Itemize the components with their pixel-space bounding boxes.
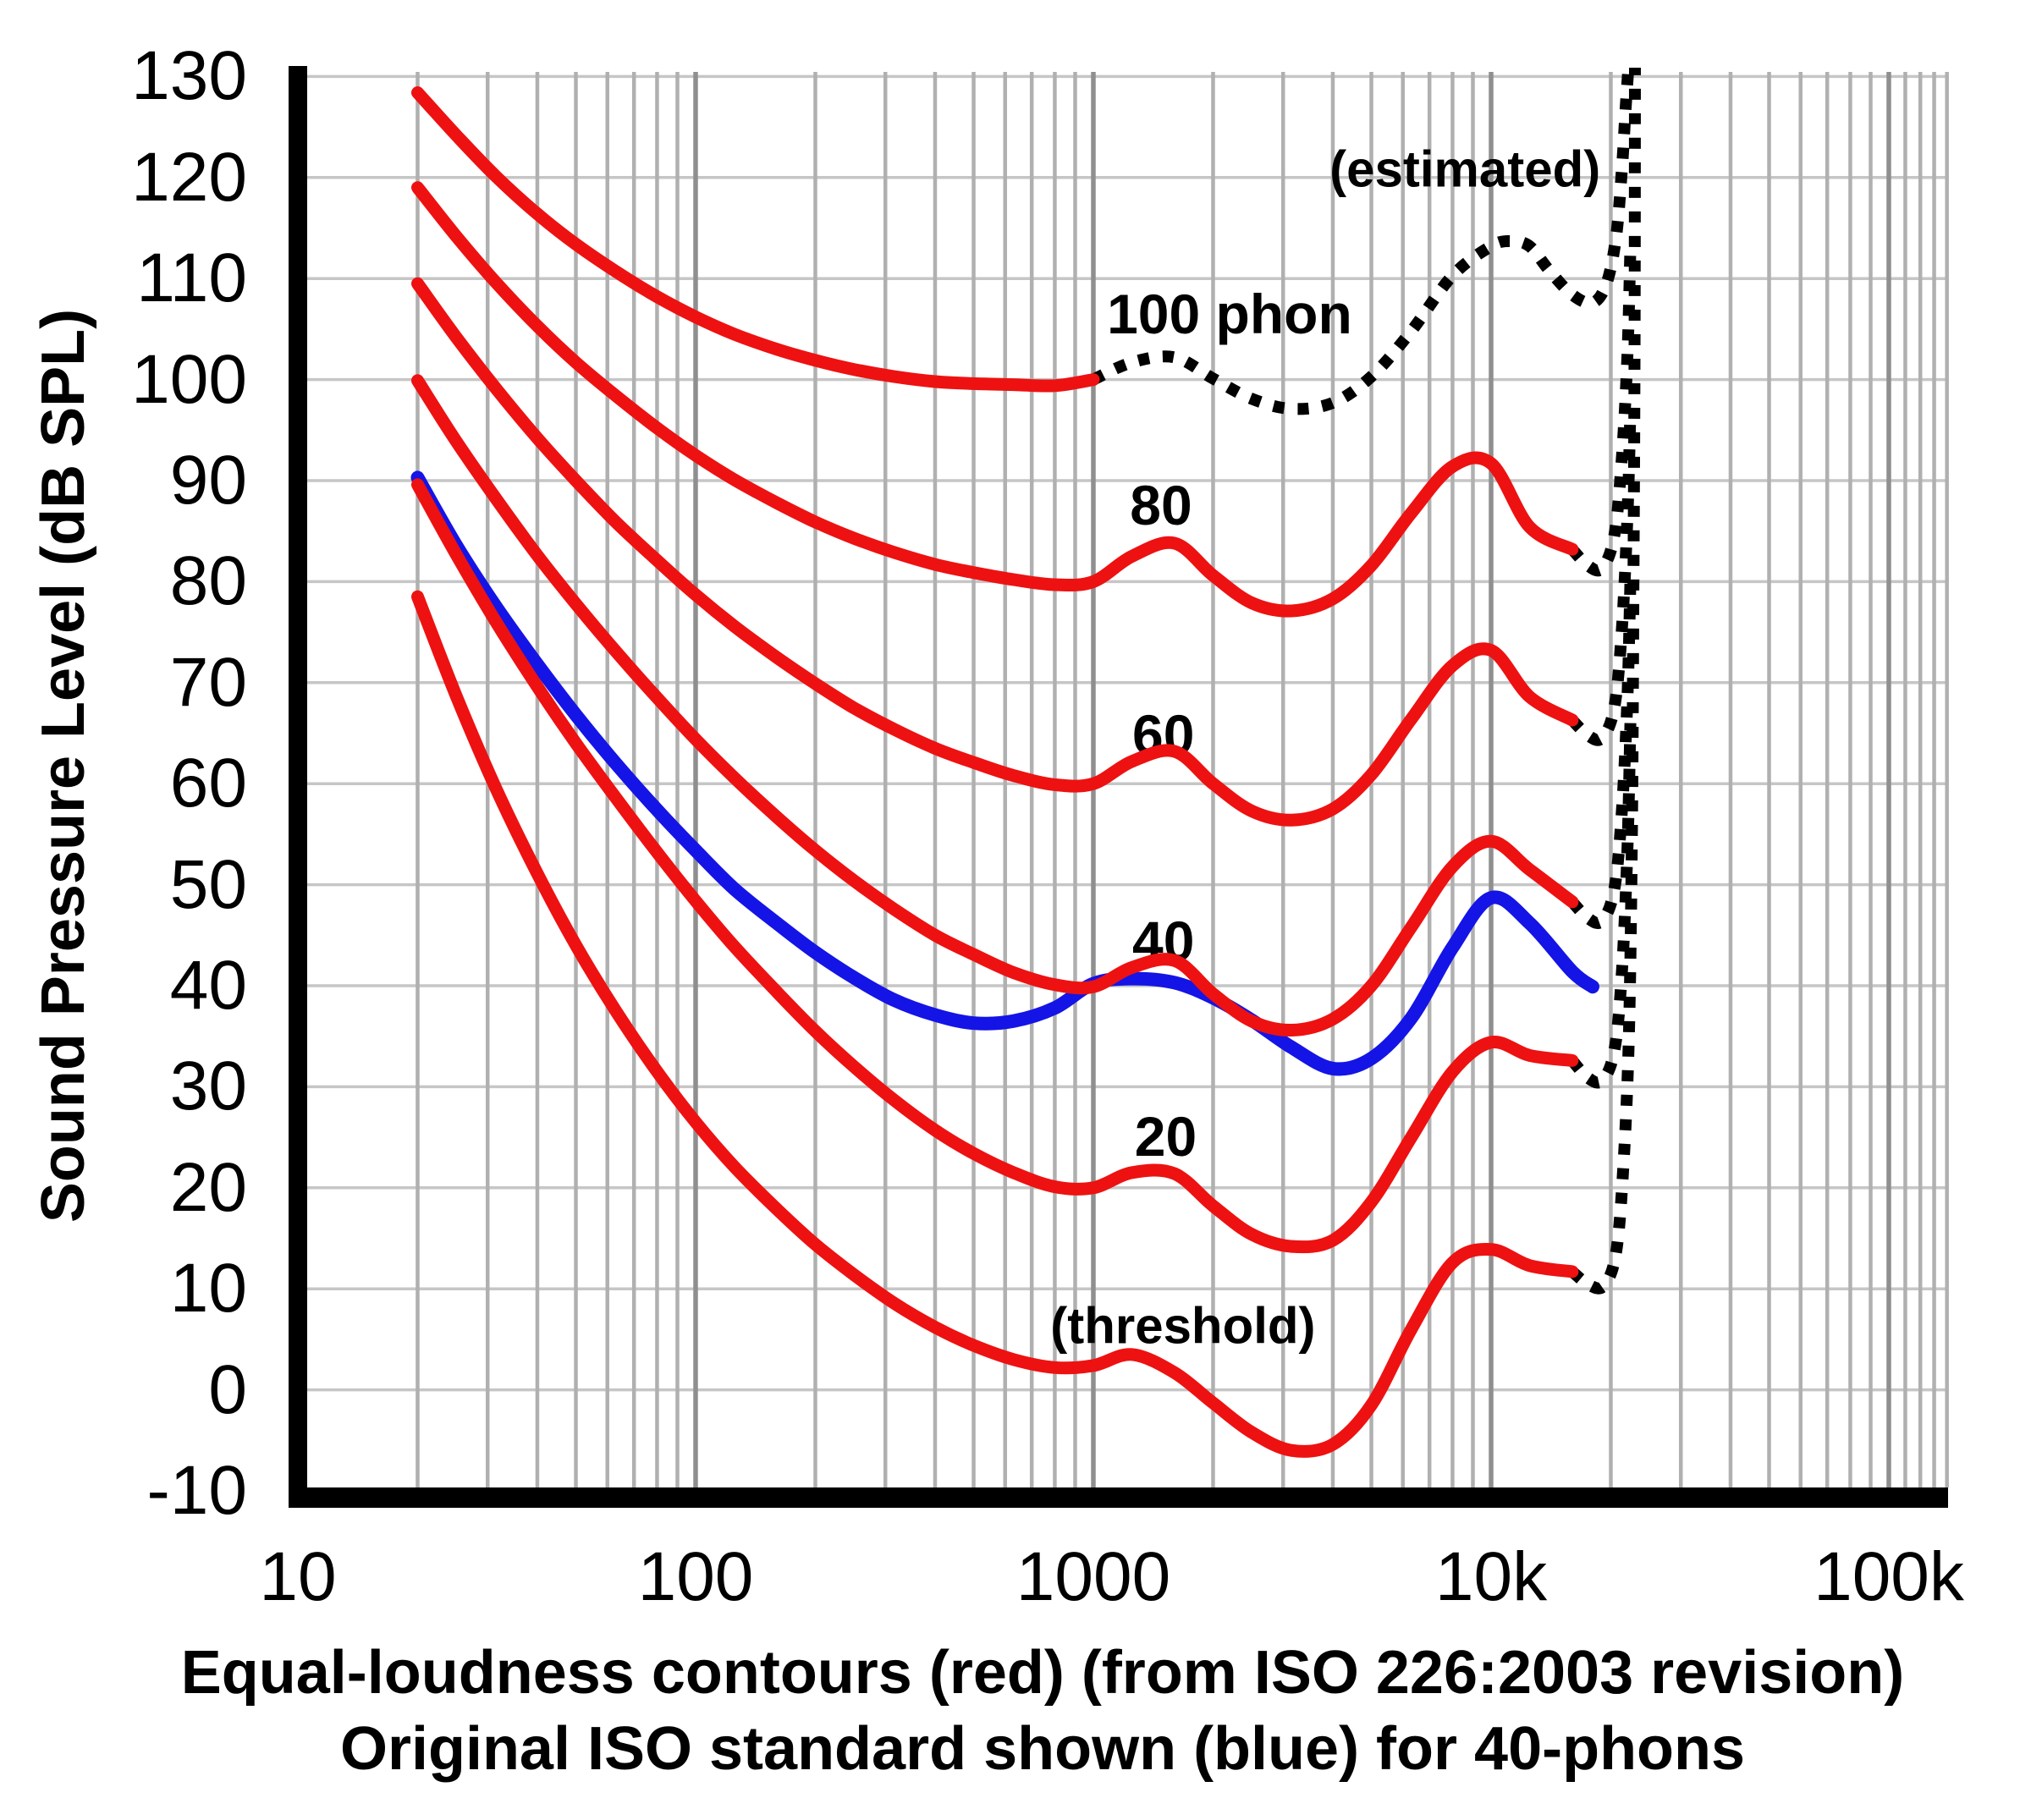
x-tick-label: 100	[637, 1538, 754, 1615]
y-tick-label: 70	[169, 643, 247, 721]
y-tick-label: 80	[169, 542, 247, 620]
x-tick-label: 1000	[1015, 1538, 1171, 1615]
y-tick-label: 120	[131, 138, 247, 216]
y-tick-label: 30	[169, 1047, 247, 1125]
y-tick-label: 60	[169, 745, 247, 822]
caption-line-1: Equal-loudness contours (red) (from ISO …	[180, 1639, 1905, 1707]
label-100-phon: 100 phon	[1107, 282, 1352, 345]
y-tick-label: -10	[146, 1452, 247, 1529]
label-40-phon: 40	[1132, 910, 1195, 973]
label-20-phon: 20	[1134, 1104, 1197, 1168]
x-tick-label: 100k	[1814, 1538, 1964, 1615]
y-tick-label: 50	[169, 845, 247, 923]
label-estimated: (estimated)	[1329, 140, 1601, 198]
label-80-phon: 80	[1130, 473, 1192, 536]
y-axis-title: Sound Pressure Level (dB SPL)	[30, 308, 97, 1223]
label-threshold: (threshold)	[1050, 1297, 1316, 1355]
y-tick-label: 100	[131, 340, 247, 418]
x-axis-spine	[289, 1487, 1948, 1508]
label-60-phon: 60	[1132, 702, 1195, 766]
x-tick-label: 10	[259, 1538, 337, 1615]
y-tick-label: 90	[169, 442, 247, 519]
y-tick-label: 40	[169, 947, 247, 1024]
y-tick-label: 0	[208, 1350, 247, 1428]
y-tick-label: 20	[169, 1148, 247, 1226]
y-tick-label: 130	[131, 37, 247, 115]
caption-line-2: Original ISO standard shown (blue) for 4…	[339, 1715, 1746, 1783]
x-tick-label: 10k	[1434, 1538, 1548, 1615]
y-tick-label: 110	[136, 239, 247, 317]
y-tick-label: 10	[169, 1250, 247, 1328]
y-axis-spine	[289, 66, 307, 1508]
